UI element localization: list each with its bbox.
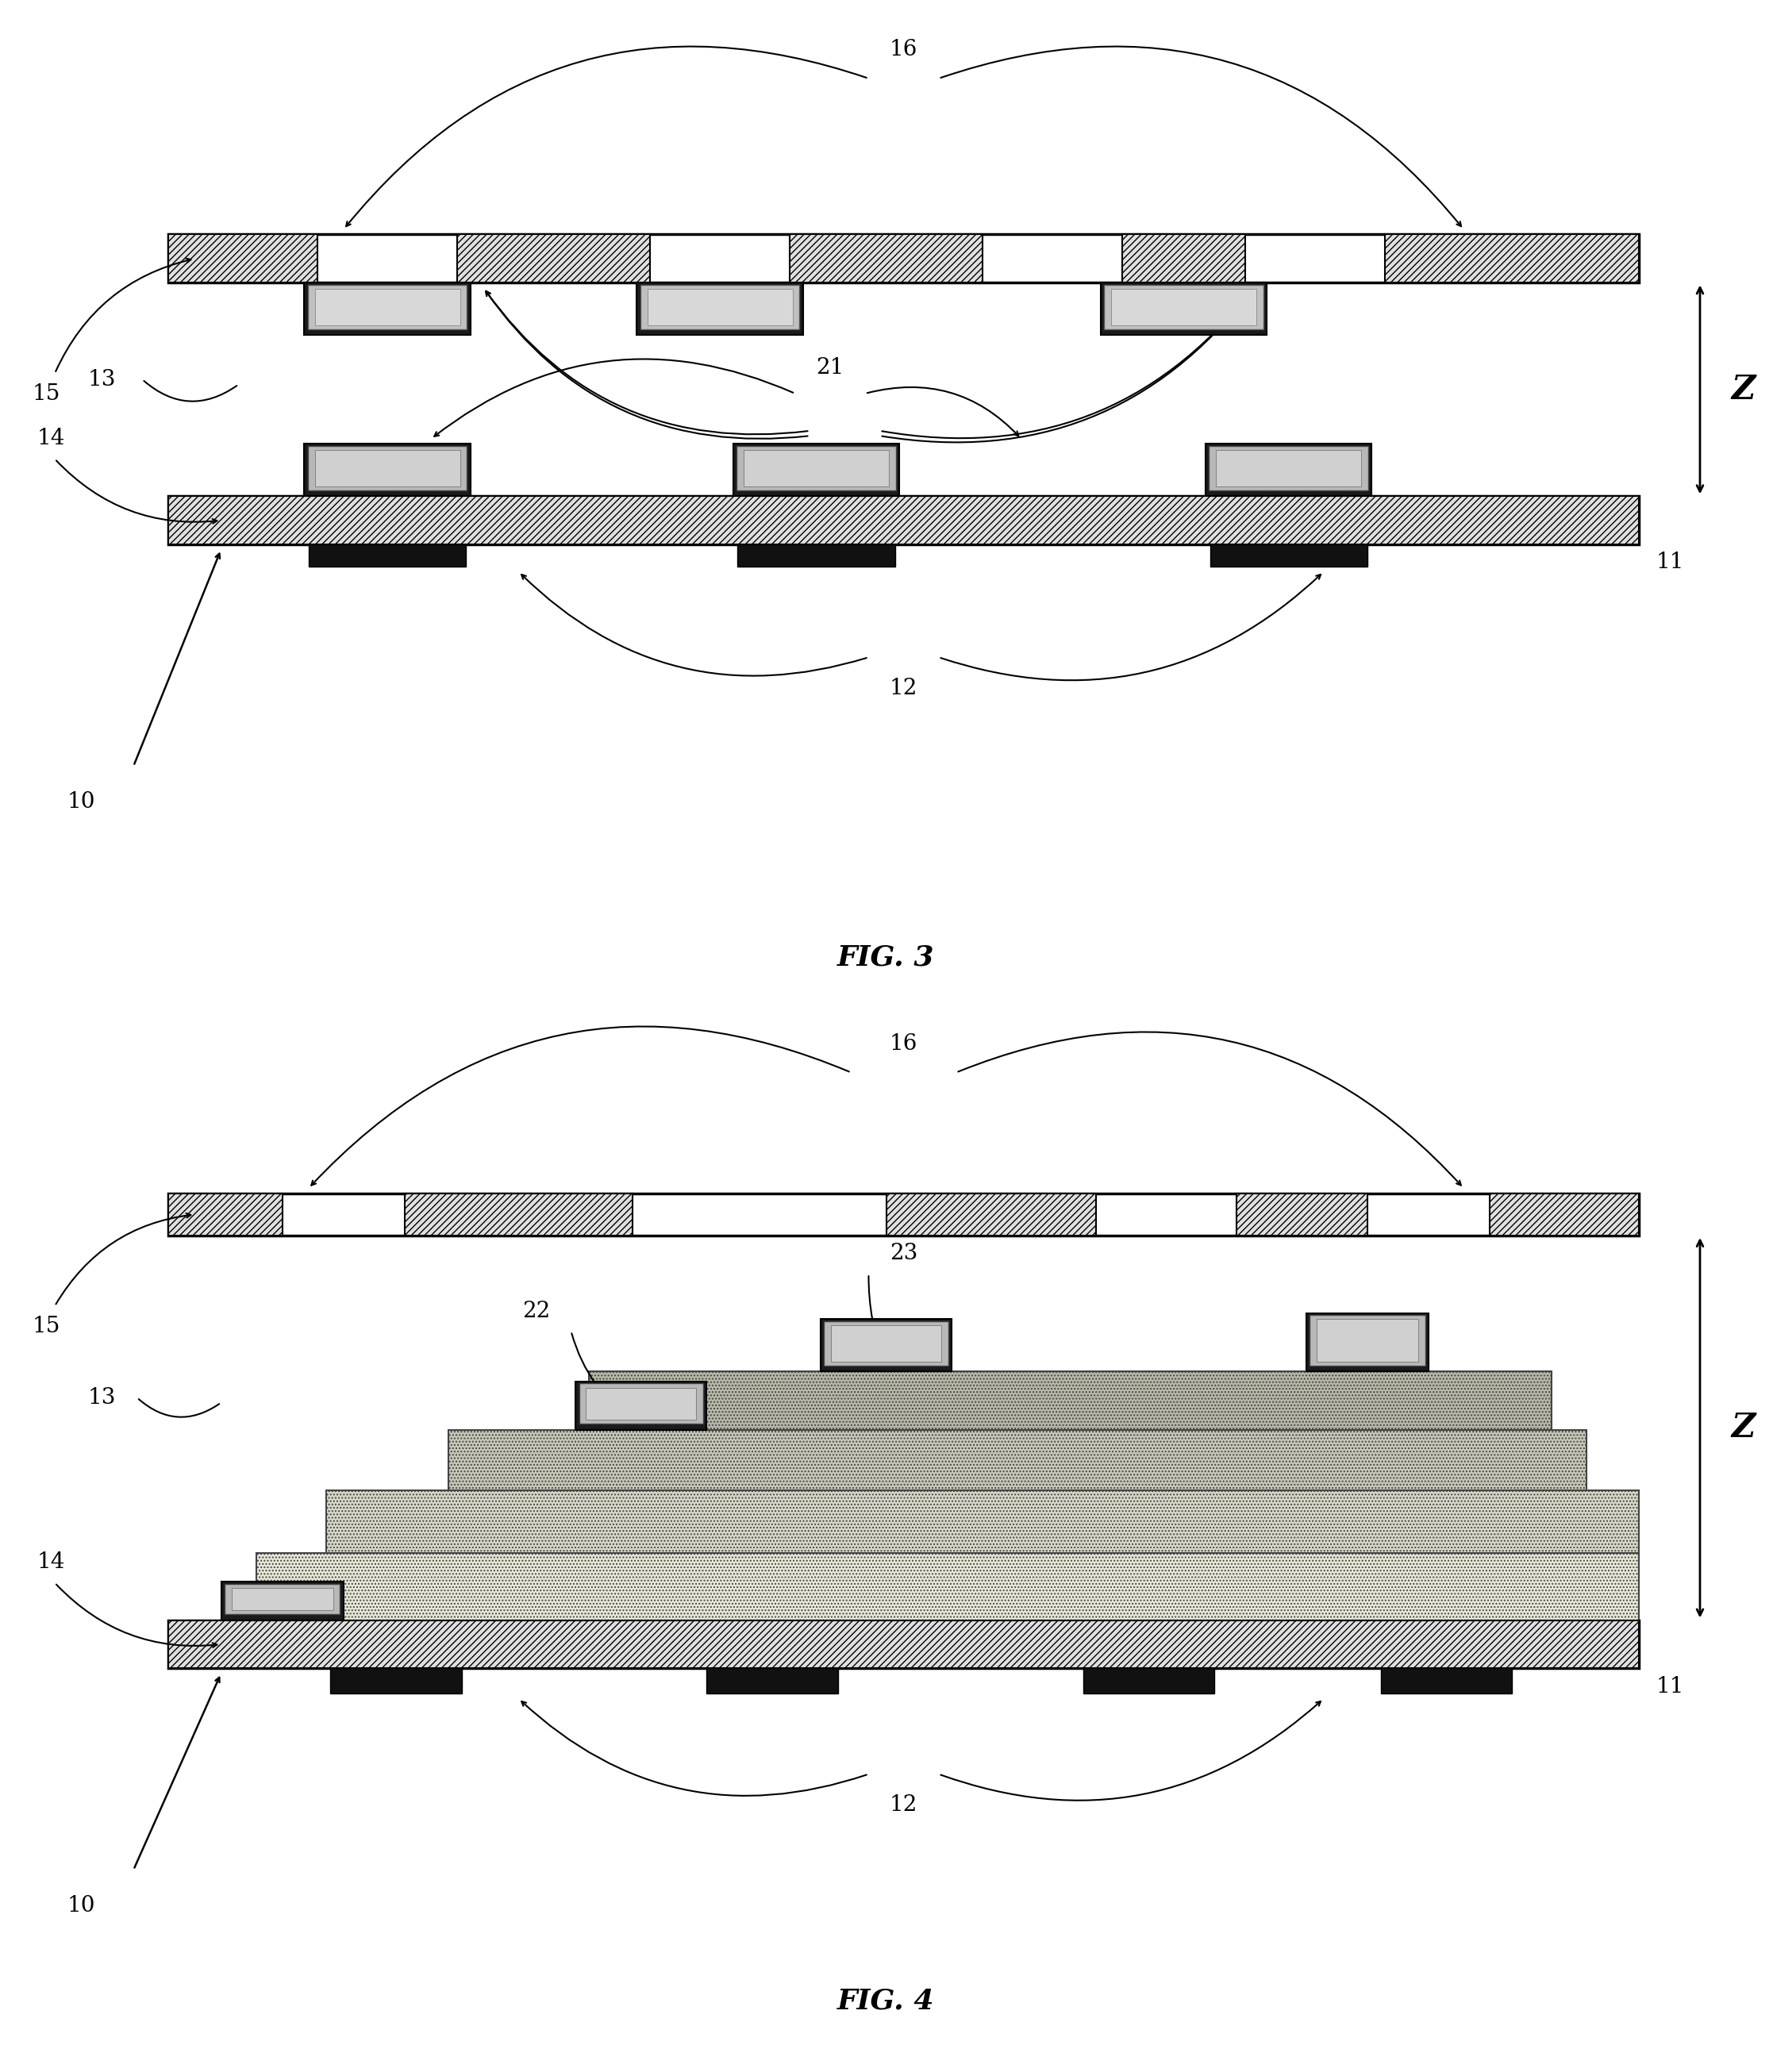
- Bar: [1310, 1316, 1425, 1365]
- Text: 15: 15: [32, 1316, 60, 1339]
- Bar: [732, 443, 899, 495]
- Bar: [736, 445, 895, 491]
- Bar: [1209, 445, 1369, 491]
- Bar: [832, 1326, 941, 1361]
- Bar: [1112, 288, 1257, 325]
- Bar: [707, 1668, 839, 1693]
- Text: 21: 21: [816, 356, 844, 379]
- Bar: [326, 1490, 1638, 1552]
- Bar: [1317, 1320, 1418, 1361]
- Text: 16: 16: [890, 39, 918, 60]
- Bar: [789, 234, 982, 282]
- Text: 10: 10: [67, 792, 96, 812]
- Bar: [168, 234, 1638, 282]
- Bar: [1101, 282, 1266, 336]
- Bar: [886, 1193, 1096, 1235]
- Bar: [168, 1620, 1638, 1668]
- Text: FIG. 3: FIG. 3: [837, 943, 934, 970]
- Bar: [305, 443, 470, 495]
- Bar: [637, 282, 803, 336]
- Text: 15: 15: [32, 383, 60, 404]
- Text: 12: 12: [890, 1794, 918, 1815]
- Bar: [309, 545, 466, 566]
- Text: 20: 20: [832, 452, 858, 472]
- Text: 10: 10: [67, 1896, 96, 1917]
- Bar: [1489, 1193, 1638, 1235]
- Bar: [743, 450, 888, 487]
- Bar: [640, 284, 800, 329]
- Bar: [222, 1581, 344, 1620]
- Text: 23: 23: [890, 1243, 918, 1264]
- Bar: [309, 284, 466, 329]
- Text: Z: Z: [1732, 373, 1755, 406]
- Bar: [404, 1193, 633, 1235]
- Bar: [1307, 1314, 1429, 1372]
- Bar: [225, 1583, 340, 1614]
- Text: 12: 12: [890, 678, 918, 698]
- Bar: [1122, 234, 1245, 282]
- Bar: [309, 445, 466, 491]
- Bar: [1105, 284, 1264, 329]
- Bar: [824, 1322, 949, 1365]
- Bar: [1209, 545, 1367, 566]
- Bar: [255, 1552, 1638, 1620]
- Bar: [168, 1193, 282, 1235]
- Bar: [314, 288, 459, 325]
- Bar: [1381, 1668, 1512, 1693]
- Bar: [314, 450, 459, 487]
- Bar: [330, 1668, 461, 1693]
- Bar: [1206, 443, 1372, 495]
- Bar: [738, 545, 895, 566]
- Bar: [1083, 1668, 1215, 1693]
- Bar: [168, 1620, 1638, 1668]
- Bar: [580, 1384, 704, 1423]
- Bar: [1236, 1193, 1367, 1235]
- Text: 20: 20: [832, 445, 858, 466]
- Text: 11: 11: [1656, 1676, 1684, 1697]
- Bar: [168, 234, 317, 282]
- Bar: [168, 495, 1638, 545]
- Text: 16: 16: [890, 1034, 918, 1055]
- Bar: [168, 1193, 1638, 1235]
- Text: 13: 13: [89, 1386, 115, 1409]
- Text: 22: 22: [521, 1301, 550, 1322]
- Bar: [821, 1320, 952, 1372]
- Text: 13: 13: [89, 369, 115, 390]
- Bar: [576, 1382, 707, 1430]
- Bar: [168, 495, 1638, 545]
- Text: 14: 14: [37, 1552, 66, 1573]
- Text: 11: 11: [1656, 551, 1684, 574]
- Bar: [305, 282, 470, 336]
- Bar: [457, 234, 651, 282]
- Bar: [1385, 234, 1638, 282]
- Text: Z: Z: [1732, 1411, 1755, 1444]
- Bar: [589, 1372, 1551, 1430]
- Text: 14: 14: [37, 427, 66, 450]
- Bar: [232, 1587, 333, 1610]
- Bar: [585, 1388, 697, 1419]
- Bar: [647, 288, 793, 325]
- Bar: [1216, 450, 1362, 487]
- Bar: [449, 1430, 1587, 1490]
- Text: FIG. 4: FIG. 4: [837, 1987, 934, 2014]
